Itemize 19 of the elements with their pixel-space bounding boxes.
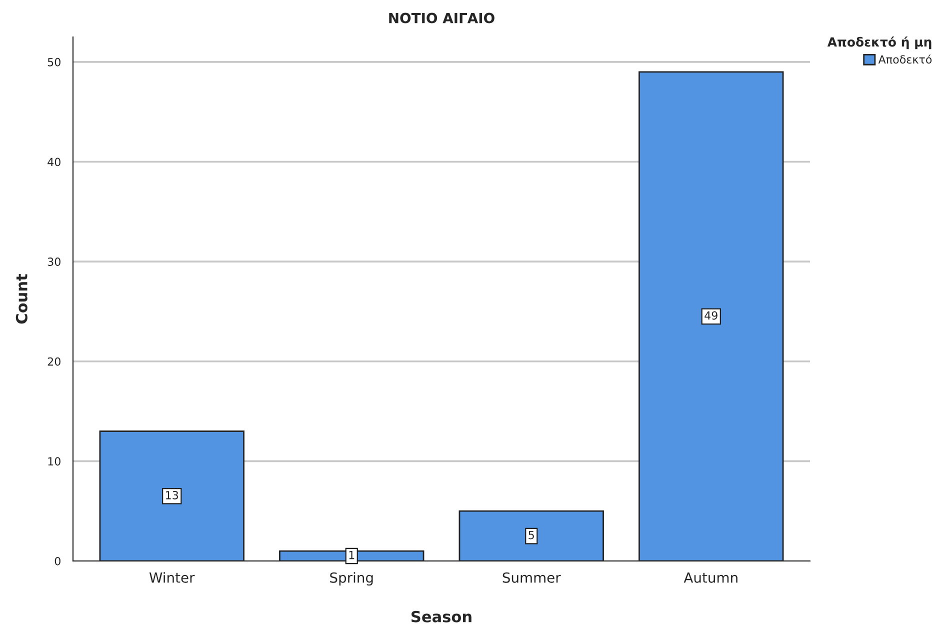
data-label: 1: [349, 550, 354, 560]
y-tick-label: 50: [48, 58, 60, 66]
y-axis-title: Count: [16, 274, 28, 324]
data-label: 13: [166, 490, 178, 500]
x-tick-label: Summer: [502, 572, 561, 583]
y-tick-label: 10: [48, 457, 60, 466]
x-axis-title: Season: [412, 610, 472, 622]
legend-label: Αποδεκτό: [878, 54, 932, 64]
x-tick-label: Winter: [149, 572, 195, 583]
y-tick-label: 40: [48, 158, 60, 166]
x-tick-label: Autumn: [684, 572, 738, 583]
y-tick-label: 30: [48, 258, 60, 266]
data-label: 5: [528, 531, 534, 540]
legend-title: Αποδεκτό ή μη: [827, 36, 932, 50]
data-label: 49: [704, 311, 718, 320]
chart-title: ΝΟΤΙΟ ΑΙΓΑΙΟ: [389, 12, 494, 24]
x-tick-label: Spring: [330, 572, 373, 586]
y-tick-label: 0: [54, 556, 60, 566]
y-tick-label: 20: [48, 357, 60, 366]
